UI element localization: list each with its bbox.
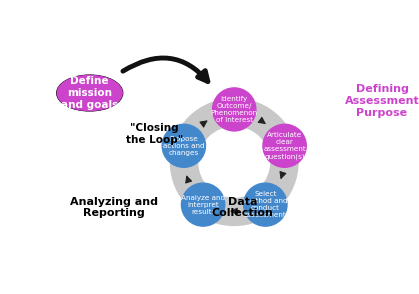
FancyArrowPatch shape xyxy=(123,58,208,81)
Ellipse shape xyxy=(181,183,225,226)
Text: Identify
Outcome/
Phenomenon
of Interest: Identify Outcome/ Phenomenon of Interest xyxy=(211,96,258,123)
Text: Articulate
clear
assessment
question(s): Articulate clear assessment question(s) xyxy=(263,132,306,160)
Ellipse shape xyxy=(57,76,122,111)
Text: Analyze and
interpret
results: Analyze and interpret results xyxy=(181,195,225,215)
Text: "Closing
the Loop": "Closing the Loop" xyxy=(126,123,183,145)
Ellipse shape xyxy=(244,183,287,226)
Text: Analyzing and
Reporting: Analyzing and Reporting xyxy=(70,196,158,218)
Text: Select
method and
conduct
assessment: Select method and conduct assessment xyxy=(243,191,287,218)
Text: Defining
Assessment
Purpose: Defining Assessment Purpose xyxy=(344,84,419,118)
Text: Propose
actions and
changes: Propose actions and changes xyxy=(163,136,204,156)
Ellipse shape xyxy=(263,124,306,167)
Ellipse shape xyxy=(171,99,298,225)
Ellipse shape xyxy=(199,127,269,197)
Text: Data
Collection: Data Collection xyxy=(212,196,273,218)
Ellipse shape xyxy=(212,88,256,131)
Ellipse shape xyxy=(162,124,205,167)
Text: Define
mission
and goals: Define mission and goals xyxy=(61,76,118,111)
